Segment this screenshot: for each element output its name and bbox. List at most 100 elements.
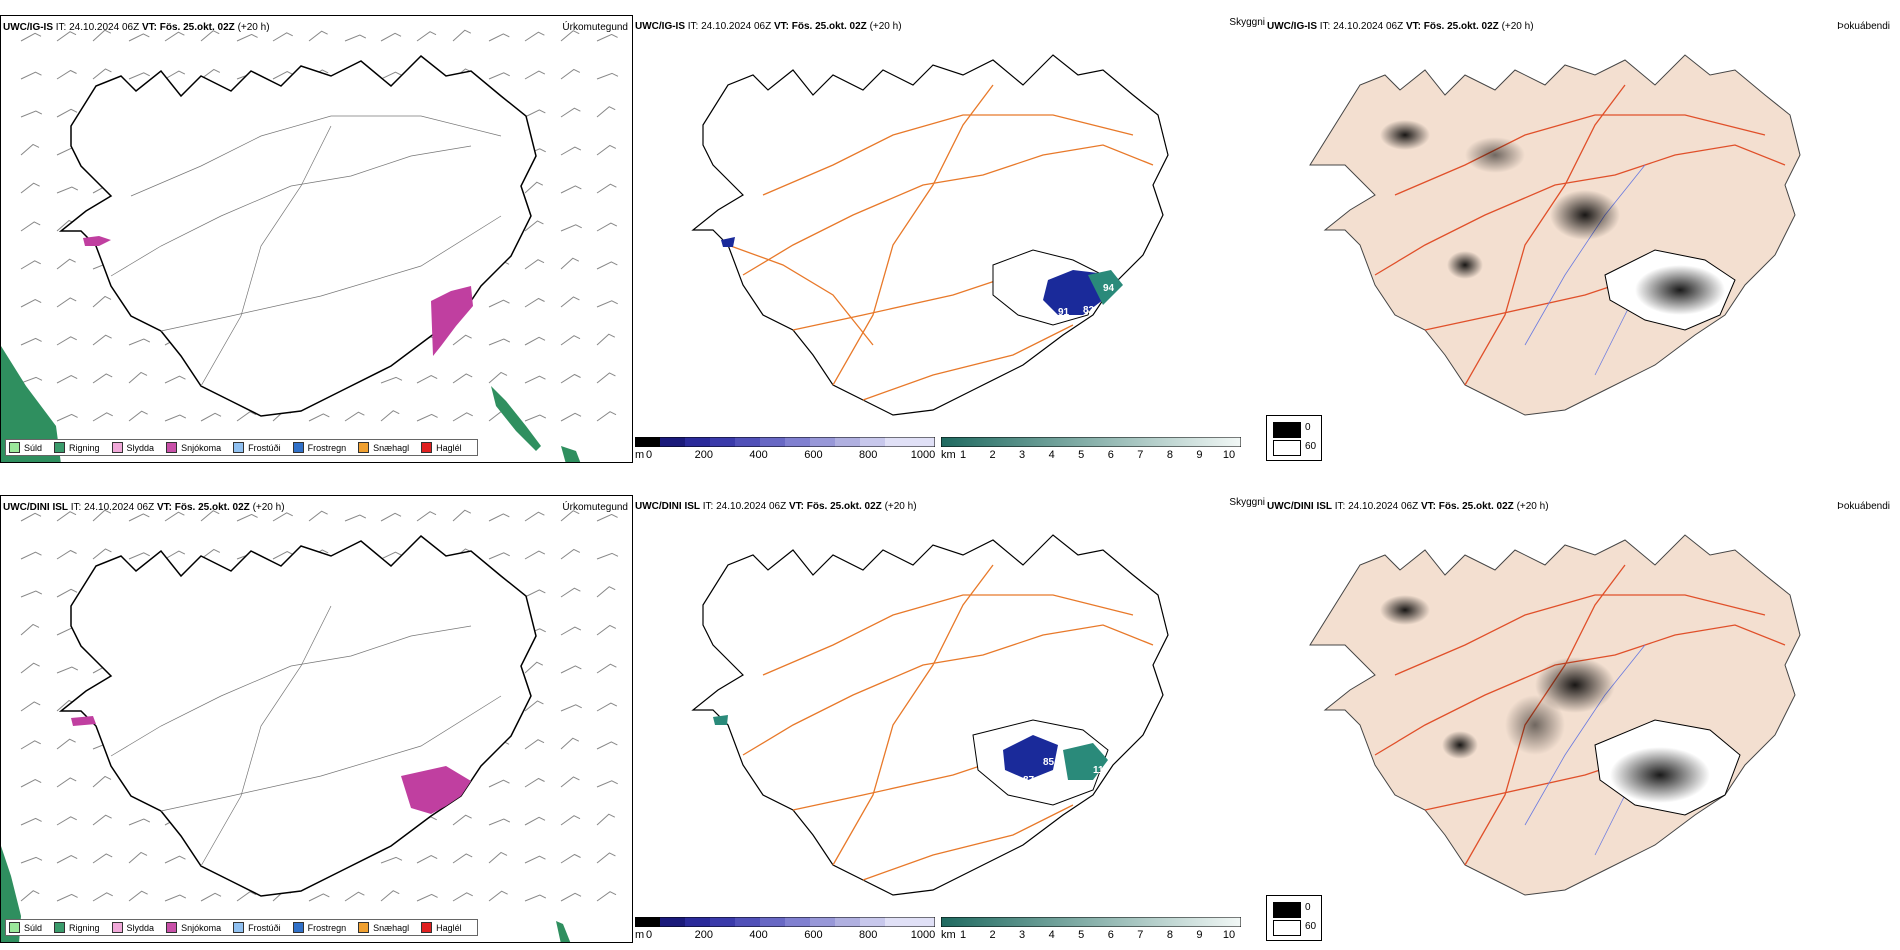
wind-barb [560, 412, 582, 422]
fog-dense-4 [1380, 120, 1430, 150]
wind-barb [344, 891, 365, 902]
wind-barb [416, 31, 437, 42]
legend-swatch [233, 442, 245, 453]
fog-legend: 0 60 [1266, 895, 1322, 941]
wind-barb [128, 371, 148, 384]
wind-barb [128, 851, 148, 864]
wind-barb [236, 891, 257, 902]
wind-barb [92, 373, 113, 384]
wind-barb [20, 740, 41, 750]
legend-swatch [166, 922, 178, 933]
wind-barb [524, 31, 545, 42]
colorbar-tick: 600 [804, 449, 823, 461]
wind-barb [488, 779, 510, 788]
wind-barb [380, 410, 400, 422]
wind-barb [560, 224, 582, 232]
fog-legend-black-label: 0 [1305, 902, 1311, 913]
wind-barb [56, 186, 79, 194]
wind-barb [20, 590, 43, 598]
precip-type-panel-2: UWC/DINI ISL IT: 24.10.2024 06Z VT: Fös.… [0, 495, 633, 943]
fog-legend: 0 60 [1266, 415, 1322, 461]
colorbar-height: m 0 200 400 600 800 1000 [635, 437, 935, 463]
wind-barb [452, 373, 473, 384]
wind-barb [416, 413, 438, 422]
wind-barb [272, 551, 294, 560]
legend-swatch [9, 442, 20, 453]
fog-dense-4 [1380, 595, 1430, 625]
panel-title: Skyggni [1229, 17, 1265, 28]
wind-barb [560, 548, 581, 560]
wind-barb [20, 110, 43, 118]
wind-barb [20, 817, 42, 826]
wind-barb [272, 71, 294, 80]
wind-barb [488, 851, 508, 864]
coastline [691, 54, 1169, 416]
wind-barb [560, 30, 580, 42]
wind-barb [308, 510, 328, 522]
wind-barb [164, 70, 186, 80]
fog-dense-1 [1635, 265, 1725, 315]
fog-legend-white-swatch [1273, 920, 1301, 936]
legend-label: Rigning [69, 442, 100, 453]
low-vis-west [721, 237, 735, 247]
wind-barb [20, 662, 40, 674]
wind-barb [128, 72, 150, 80]
legend-item: Frostregn [292, 922, 346, 933]
legend-item: Slydda [111, 442, 154, 453]
wind-barb [560, 776, 580, 788]
land-fill [1309, 54, 1801, 416]
wind-barb [236, 33, 258, 42]
legend-swatch [233, 922, 245, 933]
wind-barb [452, 334, 472, 346]
wind-barb [272, 512, 293, 522]
colorbar-tick: 1 [959, 449, 967, 461]
wind-barb [488, 33, 510, 42]
wind-barb [272, 32, 293, 42]
fog-legend-white-swatch [1273, 440, 1301, 456]
wind-barb [92, 68, 112, 80]
legend-item: Frostregn [292, 442, 346, 453]
wind-barb [380, 856, 403, 864]
legend-label: Haglél [436, 922, 462, 933]
legend-item: Snjókoma [166, 442, 221, 453]
wind-barb [164, 511, 185, 522]
wind-barb [488, 72, 510, 80]
wind-barb [596, 741, 618, 750]
wind-barb [344, 514, 367, 522]
wind-barb [20, 71, 42, 80]
wind-barb [200, 548, 221, 560]
wind-barb [92, 29, 112, 42]
wind-barb [488, 513, 510, 522]
panel-title: Úrkomutegund [562, 502, 628, 513]
wind-barb [20, 779, 42, 788]
wind-barb [128, 890, 148, 902]
wind-barb [596, 261, 618, 270]
fog-dense-3 [1442, 731, 1478, 759]
legend-item: Rigning [54, 922, 100, 933]
colorbar-height-swatches [635, 437, 935, 447]
fog-legend-white-label: 60 [1305, 921, 1317, 932]
fog-dense-2 [1535, 657, 1615, 713]
wind-barb [20, 221, 41, 232]
wind-barb [56, 738, 76, 750]
legend-swatch [54, 922, 66, 933]
colorbar-tick: 1000 [910, 929, 936, 941]
wind-barb [20, 551, 42, 560]
colorbar-tick: 7 [1137, 449, 1144, 461]
wind-barb [308, 413, 330, 422]
wind-barb [524, 375, 546, 384]
wind-barb [56, 413, 78, 422]
wind-barb [596, 702, 618, 712]
colorbar-tick: 2 [989, 929, 996, 941]
colorbar-tick: 0 [645, 449, 653, 461]
legend-item: Frostúði [233, 442, 281, 453]
wind-barb [20, 32, 42, 42]
wind-barb [596, 144, 617, 156]
legend-item: Haglél [421, 922, 462, 933]
wind-barb [164, 31, 185, 42]
wind-barb [560, 373, 581, 384]
wind-barb [56, 297, 77, 308]
wind-barb [20, 376, 43, 384]
coastline [58, 54, 537, 417]
wind-barb [524, 181, 544, 194]
